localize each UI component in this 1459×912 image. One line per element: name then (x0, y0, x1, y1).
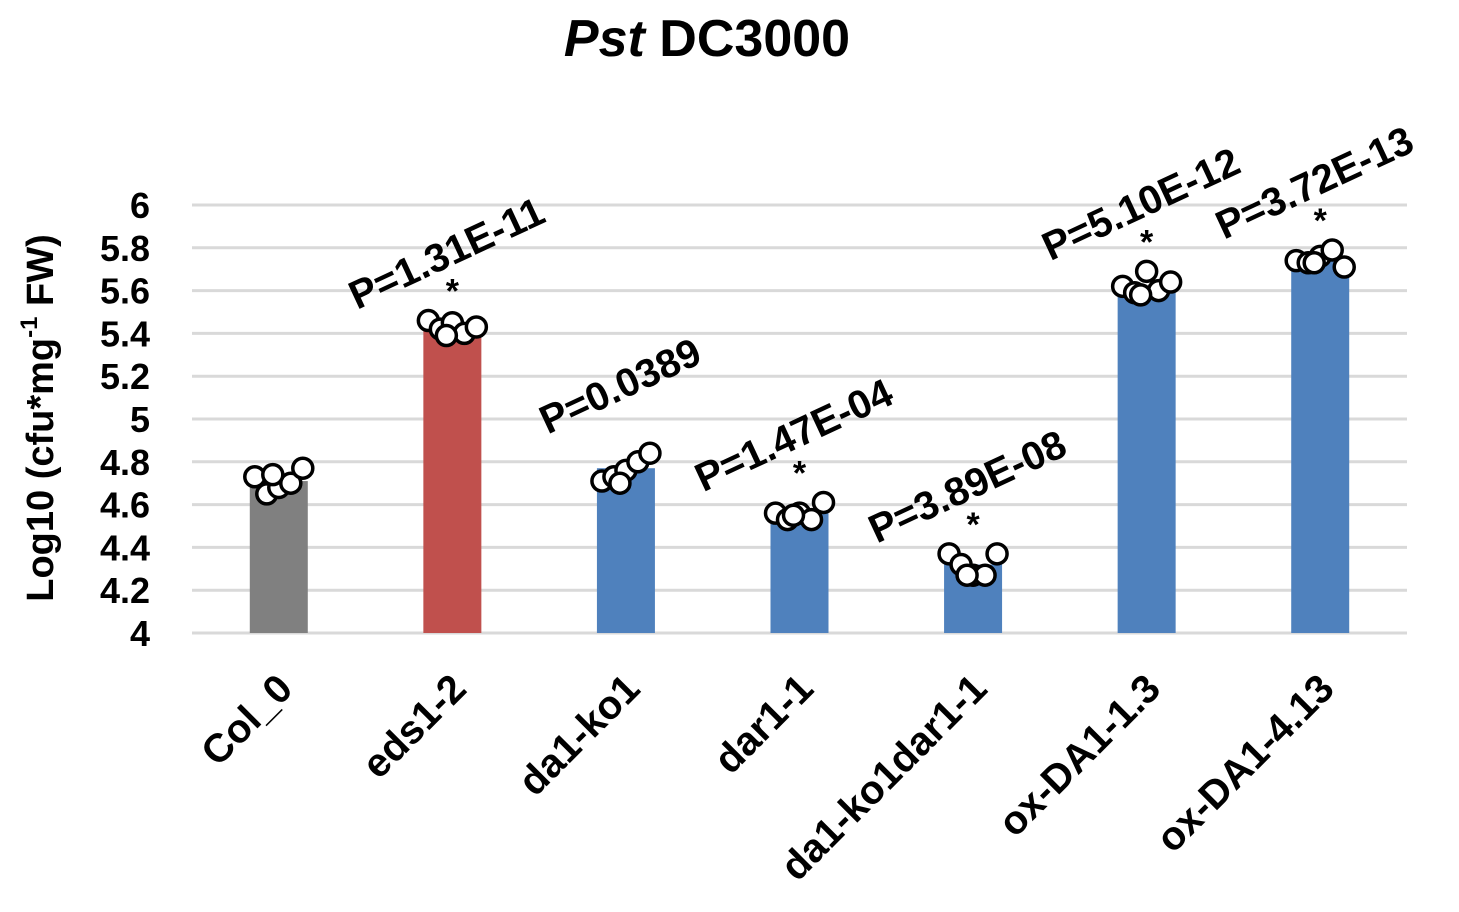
data-point (434, 323, 459, 348)
y-tick-label: 6 (130, 185, 150, 226)
data-point (1134, 259, 1159, 284)
p-value-annotation: P=0.0389 (533, 330, 708, 443)
data-point (1128, 283, 1153, 307)
category-label: ox-DA1-1.3 (990, 666, 1169, 845)
y-tick-label: 4 (130, 613, 150, 654)
y-axis-label-main: Log10 (cfu*mg (20, 338, 62, 602)
data-point (1158, 270, 1183, 294)
significance-marks: * * * * * (446, 202, 1328, 544)
bar (249, 481, 308, 633)
data-point (1332, 255, 1356, 279)
data-point (955, 563, 979, 587)
data-point (1302, 251, 1326, 275)
data-point (1320, 238, 1344, 262)
bar (1117, 286, 1176, 633)
data-point (464, 315, 489, 339)
data-point (638, 441, 662, 465)
category-label: ox-DA1-4.13 (1148, 666, 1343, 861)
category-label: Col_0 (193, 666, 301, 774)
bar (596, 468, 655, 633)
significance-star: * (1140, 223, 1154, 261)
data-point (811, 490, 836, 515)
y-axis-label: Log10 (cfu*mg-1 FW) (16, 234, 62, 602)
category-label: dar1-1 (706, 666, 822, 782)
y-axis-label-end: FW) (20, 234, 62, 316)
y-tick-label: 5.6 (100, 271, 150, 312)
bar (770, 513, 829, 633)
category-label: eds1-2 (354, 666, 475, 787)
significance-star: * (966, 506, 980, 544)
data-point (261, 462, 285, 487)
data-point (781, 503, 806, 528)
bars (249, 260, 1350, 633)
y-axis-label-sup: -1 (16, 317, 43, 338)
data-points (243, 238, 1356, 587)
y-tick-label: 5.4 (100, 313, 150, 354)
y-tick-label: 5.2 (100, 356, 150, 397)
chart-title: Pst DC3000 (564, 10, 850, 68)
title-rest: DC3000 (645, 10, 850, 68)
data-point (291, 456, 315, 480)
y-tick-label: 4.8 (100, 442, 150, 483)
title-italic: Pst (564, 10, 648, 68)
gridlines (192, 203, 1407, 635)
y-tick-labels: 44.24.44.64.855.25.45.65.86 (100, 185, 150, 654)
y-tick-label: 5.8 (100, 228, 150, 269)
data-point (608, 471, 632, 495)
y-tick-label: 5 (130, 399, 150, 440)
y-tick-label: 4.6 (100, 485, 150, 526)
bar (1291, 260, 1350, 633)
significance-star: * (446, 273, 460, 311)
data-point (985, 542, 1009, 566)
category-labels: Col_0 eds1-2 da1-ko1 dar1-1da1-ko1dar1-1ox-… (193, 666, 1343, 889)
y-tick-label: 4.4 (100, 527, 150, 568)
significance-star: * (793, 454, 807, 492)
y-tick-label: 4.2 (100, 570, 150, 611)
bar (423, 326, 482, 633)
category-label: da1-ko1 (510, 666, 648, 804)
p-value-annotations: P=1.31E-11P=0.0389P=1.47E-04P=3.89E-08P=… (342, 118, 1420, 552)
significance-star: * (1314, 202, 1328, 240)
